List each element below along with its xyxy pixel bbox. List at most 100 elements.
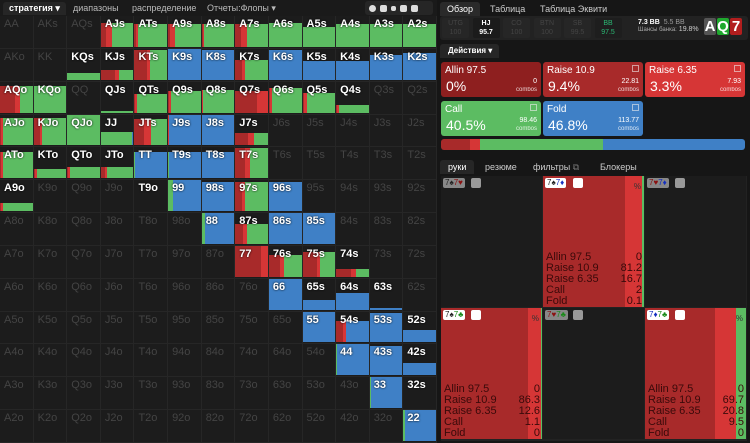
hand-cell[interactable]: Q3s	[369, 81, 404, 115]
hand-cell[interactable]: QQ	[67, 81, 101, 115]
hand-cell[interactable]: 62o	[268, 410, 303, 443]
hand-cell[interactable]: QTo	[67, 147, 101, 181]
hand-cell[interactable]: 64o	[268, 344, 303, 378]
hand-cell[interactable]: TT	[134, 147, 169, 181]
hand-cell[interactable]: 62s	[403, 278, 437, 312]
hand-cell[interactable]: Q3o	[67, 377, 101, 411]
hand-cell[interactable]: K6s	[268, 48, 303, 82]
grid-medium-icon[interactable]	[400, 4, 407, 12]
hand-cell[interactable]: 96s	[268, 180, 303, 214]
hand-cell[interactable]: 97o	[168, 245, 202, 279]
hand-cell[interactable]: 73s	[369, 245, 404, 279]
hand-cell[interactable]: Q5s	[302, 81, 337, 115]
hand-cell[interactable]: T6s	[268, 147, 303, 181]
tab-hands[interactable]: руки	[440, 160, 475, 174]
hand-cell[interactable]: K8s	[201, 48, 236, 82]
position-utg[interactable]: UTG 100	[442, 18, 469, 38]
hand-cell[interactable]: J2o	[100, 410, 135, 443]
hand-cell[interactable]: 82o	[201, 410, 236, 443]
blocker-shield-icon[interactable]	[573, 178, 583, 188]
hand-cell[interactable]: 22	[403, 410, 437, 443]
hand-cell[interactable]: K2o	[33, 410, 68, 443]
hand-cell[interactable]: Q2s	[403, 81, 437, 115]
hand-cell[interactable]: 87s	[235, 213, 269, 246]
hand-cell[interactable]: JJ	[100, 114, 135, 148]
hand-cell[interactable]: K7s	[235, 48, 269, 82]
hand-cell[interactable]: 76o	[235, 278, 269, 312]
hand-cell[interactable]: J3o	[100, 377, 135, 411]
hand-cell[interactable]: QTs	[134, 81, 169, 115]
hand-cell[interactable]: 65o	[268, 311, 303, 345]
hand-cell[interactable]: 74s	[336, 245, 370, 279]
hand-cell[interactable]: A4s	[336, 16, 370, 49]
action-card-r2[interactable]: Raise 6.35 3.3% 7.93 combos	[645, 62, 745, 97]
hand-cell[interactable]: K3s	[369, 48, 404, 82]
hand-cell[interactable]: Q2o	[67, 410, 101, 443]
hand-cell[interactable]: 55	[302, 311, 337, 345]
hand-cell[interactable]: 63o	[268, 377, 303, 411]
hand-cell[interactable]: 53s	[369, 311, 404, 345]
split-view-icon[interactable]	[380, 4, 387, 12]
hand-cell[interactable]: 83o	[201, 377, 236, 411]
tab-table[interactable]: Таблица	[490, 4, 526, 14]
hand-cell[interactable]: A2o	[0, 410, 34, 443]
hand-cell[interactable]: AA	[0, 16, 34, 49]
hand-cell[interactable]: T4s	[336, 147, 370, 181]
hand-cell[interactable]: AJs	[100, 16, 135, 49]
hand-cell[interactable]: 75o	[235, 311, 269, 345]
hand-cell[interactable]: JTo	[100, 147, 135, 181]
hand-cell[interactable]: A6o	[0, 278, 34, 312]
position-hj[interactable]: HJ 95.7	[472, 18, 500, 38]
hand-cell[interactable]: KQo	[33, 81, 68, 115]
hand-cell[interactable]: 72s	[403, 245, 437, 279]
hand-cell[interactable]: 86o	[201, 278, 236, 312]
hand-cell[interactable]: T7s	[235, 147, 269, 181]
hand-cell[interactable]: 83s	[369, 213, 404, 246]
hand-cell[interactable]: AQs	[67, 16, 101, 49]
hand-cell[interactable]: Q8o	[67, 213, 101, 246]
position-co[interactable]: CO 100	[503, 18, 530, 38]
hand-cell[interactable]: Q6o	[67, 278, 101, 312]
hand-cell[interactable]: 98o	[168, 213, 202, 246]
hand-cell[interactable]: A8s	[201, 16, 236, 49]
hand-cell[interactable]: Q7s	[235, 81, 269, 115]
action-card-call[interactable]: Call 40.5% 98.46 combos	[441, 101, 541, 136]
hand-cell[interactable]: J9s	[168, 114, 202, 148]
hand-cell[interactable]: 75s	[302, 245, 337, 279]
grid-small-icon[interactable]	[391, 5, 396, 11]
hand-cell[interactable]: A7o	[0, 245, 34, 279]
hand-cell[interactable]: KTs	[134, 48, 169, 82]
hand-cell[interactable]: 96o	[168, 278, 202, 312]
hand-cell[interactable]: A5o	[0, 311, 34, 345]
blocker-shield-icon[interactable]	[573, 310, 583, 320]
hand-cell[interactable]: K8o	[33, 213, 68, 246]
hand-cell[interactable]: 95s	[302, 180, 337, 214]
hand-cell[interactable]: J6o	[100, 278, 135, 312]
hand-cell[interactable]: T5s	[302, 147, 337, 181]
hand-cell[interactable]: J6s	[268, 114, 303, 148]
hand-cell[interactable]: 53o	[302, 377, 337, 411]
hand-cell[interactable]: AQo	[0, 81, 34, 115]
hand-cell[interactable]: K4s	[336, 48, 370, 82]
hand-cell[interactable]: 84o	[201, 344, 236, 378]
hand-cell[interactable]: A9o	[0, 180, 34, 214]
hand-cell[interactable]: Q6s	[268, 81, 303, 115]
blocker-shield-icon[interactable]	[471, 310, 481, 320]
hand-cell[interactable]: 54o	[302, 344, 337, 378]
hand-cell[interactable]: A3s	[369, 16, 404, 49]
hand-cell[interactable]: 85s	[302, 213, 337, 246]
hand-cell[interactable]: 95o	[168, 311, 202, 345]
hand-cell[interactable]: A3o	[0, 377, 34, 411]
hand-cell[interactable]: A9s	[168, 16, 202, 49]
hand-cell[interactable]: 92s	[403, 180, 437, 214]
hand-cell[interactable]: J2s	[403, 114, 437, 148]
hand-cell[interactable]: Q5o	[67, 311, 101, 345]
hand-cell[interactable]: 64s	[336, 278, 370, 312]
hand-cell[interactable]: T2o	[134, 410, 169, 443]
hand-cell[interactable]: K5s	[302, 48, 337, 82]
hand-cell[interactable]: K3o	[33, 377, 68, 411]
hand-cell[interactable]: A7s	[235, 16, 269, 49]
combo-cell[interactable]: 7♥7♣	[543, 308, 644, 439]
hand-cell[interactable]: K7o	[33, 245, 68, 279]
hand-cell[interactable]: KTo	[33, 147, 68, 181]
